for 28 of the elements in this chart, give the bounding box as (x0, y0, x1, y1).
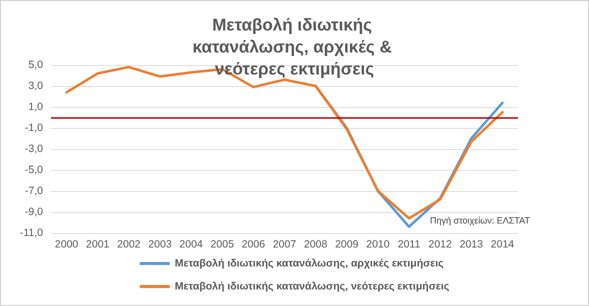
y-tick-label: -3,0 (24, 143, 44, 155)
x-tick-label: 2005 (210, 238, 234, 250)
x-tick-label: 2003 (148, 238, 172, 250)
y-tick-label: -5,0 (24, 164, 44, 176)
y-tick-label: 3,0 (28, 80, 44, 92)
chart-title: Μεταβολή ιδιωτικής κατανάλωσης, αρχικές & νεότερες εκτιμήσεις (192, 16, 396, 78)
x-tick-label: 2002 (117, 238, 141, 250)
x-tick-label: 2010 (366, 238, 390, 250)
x-tick-label: 2011 (398, 238, 420, 250)
y-tick-label: 1,0 (28, 101, 44, 113)
y-tick-label: -7,0 (24, 185, 44, 197)
annotation: Πηγή στοιχείων: ΕΛΣΤΑΤ (430, 216, 530, 226)
x-tick-label: 2012 (428, 238, 452, 250)
x-tick-label: 2004 (179, 238, 203, 250)
y-tick-label: -1,0 (24, 122, 44, 134)
y-tick-label: -9,0 (24, 206, 44, 218)
legend-label: Μεταβολή ιδιωτικής κατανάλωσης, αρχικές εκτιμήσεις (174, 258, 444, 270)
x-tick-label: 2001 (86, 238, 110, 250)
x-tick-label: 2007 (272, 238, 296, 250)
legend-label: Μεταβολή ιδιωτικής κατανάλωσης, νεότερες εκτιμήσεις (174, 280, 450, 292)
y-tick-label: 5,0 (28, 59, 44, 71)
x-tick-label: 2013 (460, 238, 484, 250)
x-tick-label: 2014 (490, 238, 514, 250)
x-tick-label: 2009 (335, 238, 359, 250)
x-tick-label: 2008 (304, 238, 328, 250)
y-tick-label: -11,0 (20, 227, 44, 239)
x-tick-label: 2006 (242, 238, 266, 250)
x-tick-label: 2000 (54, 238, 78, 250)
